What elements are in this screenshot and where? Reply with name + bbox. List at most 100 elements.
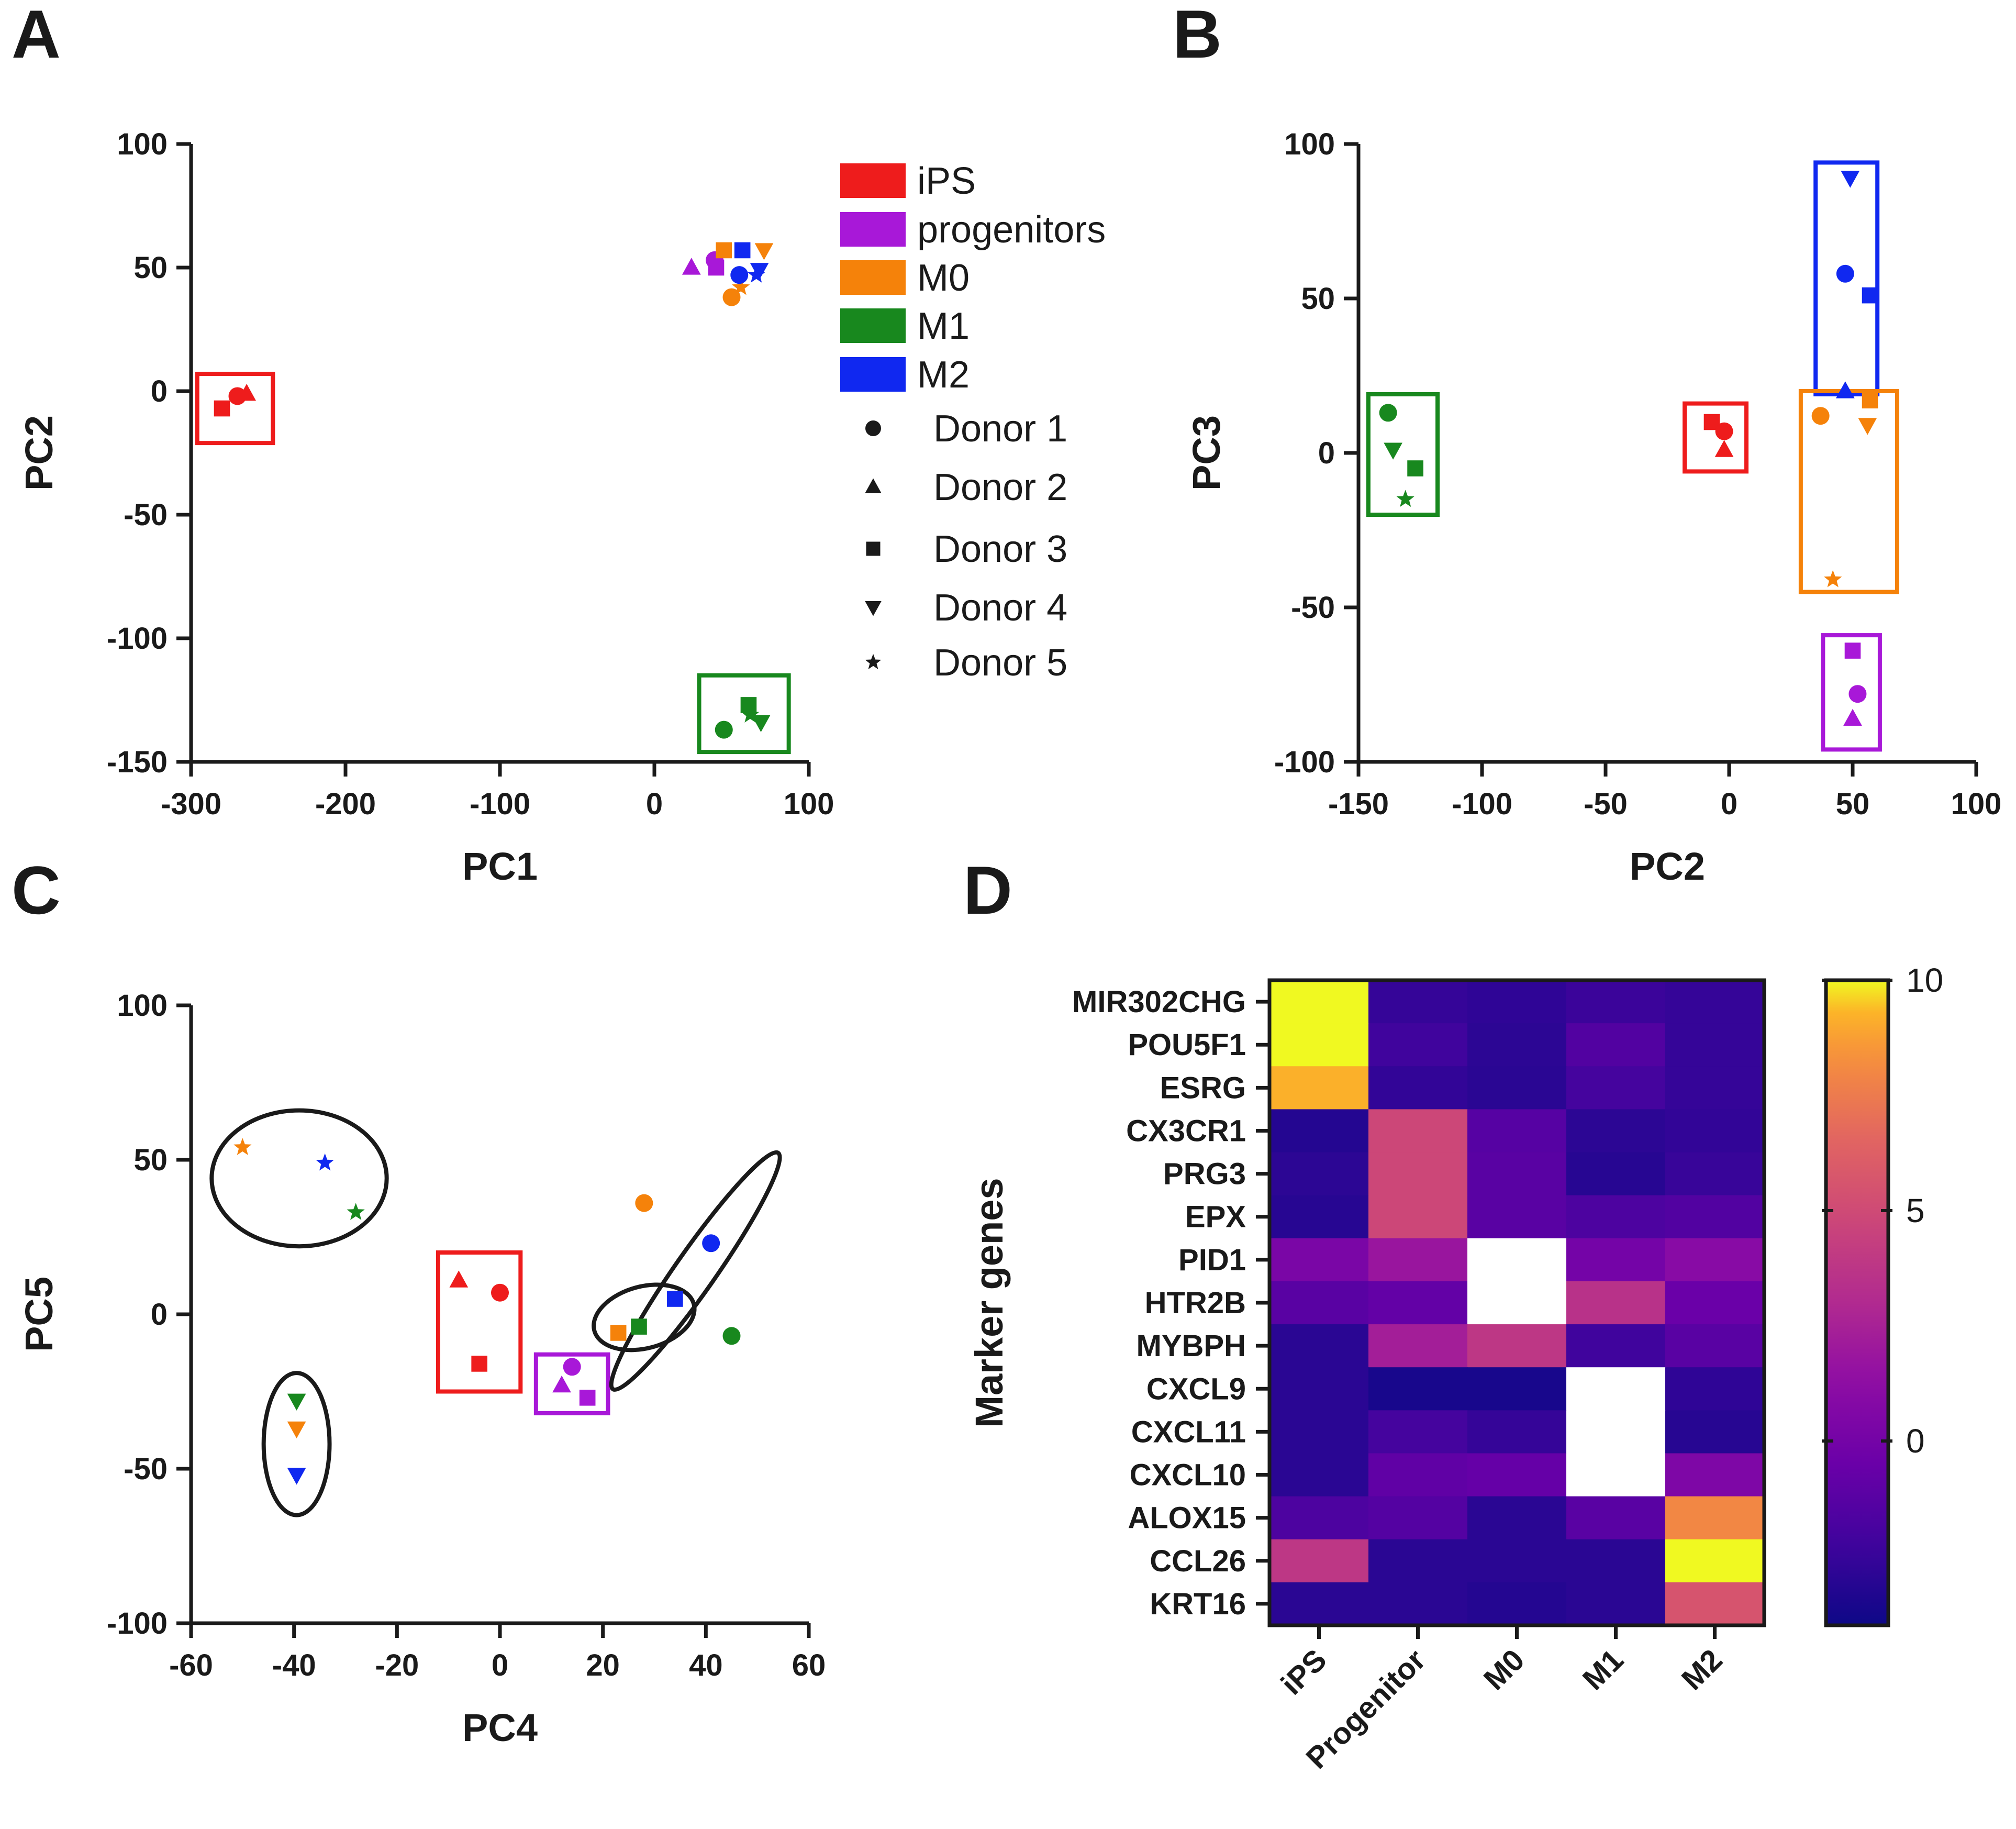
heatmap-cell (1269, 1023, 1369, 1067)
data-point-m0-square (1862, 392, 1878, 408)
data-point-ips-triangle (237, 384, 257, 401)
heatmap-cell (1665, 1281, 1765, 1325)
heatmap-cell (1566, 1066, 1666, 1110)
legend-label-donor: Donor 1 (933, 408, 1067, 450)
heatmap-cell (1566, 1324, 1666, 1368)
row-label-pid1: PID1 (1178, 1243, 1246, 1277)
data-point-m1-circle (1379, 404, 1397, 422)
heatmap-cell (1269, 1281, 1369, 1325)
heatmap-cell (1665, 1152, 1765, 1196)
row-label-cx3cr1: CX3CR1 (1126, 1114, 1246, 1148)
y-tick-label-b: 0 (1318, 436, 1335, 470)
heatmap-cell (1665, 1453, 1765, 1497)
legend-marker-triangle (865, 478, 882, 493)
data-point-ips-triangle (1714, 440, 1734, 457)
data-point-m0-star (732, 278, 750, 295)
heatmap-cell (1665, 1582, 1765, 1626)
heatmap-cell (1368, 980, 1468, 1024)
heatmap-cell (1566, 1582, 1666, 1626)
legend: iPS progenitors M0 M1 M2 Donor 1 Donor 2 Donor … (840, 160, 1106, 684)
x-tick-label-c: -20 (375, 1648, 419, 1682)
data-point-m1-circle (715, 720, 733, 739)
heatmap-cell (1368, 1367, 1468, 1411)
x-tick-label-b: 50 (1836, 787, 1870, 821)
x-tick-label-b: -50 (1584, 787, 1628, 821)
group-box-m1 (1366, 392, 1440, 517)
data-point-m1-triangle-down (751, 715, 771, 733)
data-point-m0-star (1824, 570, 1842, 588)
y-tick-label-c: -100 (107, 1606, 168, 1640)
data-point-m0-square (610, 1325, 627, 1341)
legend-swatch-ips (840, 163, 906, 198)
legend-swatch-progenitors (840, 212, 906, 247)
heatmap-cell (1665, 1066, 1765, 1110)
legend-label-ips: iPS (917, 160, 976, 202)
row-label-mybph: MYBPH (1137, 1329, 1246, 1363)
data-point-m0-triangle-down (1858, 418, 1877, 435)
data-point-progenitors-triangle (1843, 708, 1862, 726)
heatmap-cell (1368, 1066, 1468, 1110)
legend-marker-triangle-down (865, 601, 882, 616)
legend-label-donor: Donor 2 (933, 467, 1067, 508)
group-box-progenitors (533, 1352, 610, 1415)
heatmap-cell (1269, 1066, 1369, 1110)
data-point-m1-star (741, 705, 760, 723)
heatmap-cell (1467, 1582, 1567, 1626)
row-label-alox15: ALOX15 (1128, 1501, 1246, 1535)
legend-marker-square (866, 541, 881, 556)
cluster-ellipse (592, 1282, 697, 1353)
row-label-esrg: ESRG (1160, 1071, 1246, 1105)
row-label-cxcl9: CXCL9 (1146, 1372, 1246, 1406)
heatmap-cell (1665, 1496, 1765, 1540)
y-tick-label-a: 0 (151, 374, 168, 408)
col-label-m1: M1 (1576, 1643, 1630, 1697)
data-point-m2-triangle-down (750, 263, 769, 280)
panel-label-d: D (963, 852, 1012, 928)
scatter-plot-c: -60 -40 -20 0 20 40 60 -100 -50 0 50 100 PC4 PC5 (17, 989, 826, 1749)
heatmap-cell (1665, 1023, 1765, 1067)
row-label-htr2b: HTR2B (1145, 1286, 1246, 1320)
legend-label-donor: Donor 5 (933, 642, 1067, 684)
data-point-m0-star (233, 1138, 252, 1155)
data-point-m2-circle (730, 266, 749, 284)
x-tick-label-b: 0 (1721, 787, 1737, 821)
x-tick-label-b: 100 (1951, 787, 2002, 821)
heatmap-cell (1566, 980, 1666, 1024)
data-point-progenitors-triangle (682, 258, 701, 275)
scatter-plot-a: -300 -200 -100 0 100 -150 -100 -50 0 50 100 PC1 PC2 (17, 127, 834, 888)
heatmap-cell (1368, 1324, 1468, 1368)
scatter-plot-b: -150 -100 -50 0 50 100 -100 -50 0 50 100 PC2 PC3 (1185, 127, 2001, 888)
group-box-progenitors (1821, 633, 1882, 752)
heatmap-cell (1467, 1453, 1567, 1497)
legend-marker-circle (865, 420, 881, 436)
data-point-ips-circle (1715, 422, 1733, 440)
heatmap-cell (1269, 1152, 1369, 1196)
x-tick-label-a: 0 (646, 787, 663, 821)
heatmap-cell (1467, 1281, 1567, 1325)
y-tick-label-a: 50 (133, 251, 168, 285)
x-axis-title-b: PC2 (1630, 845, 1705, 888)
y-tick-label-a: -150 (107, 745, 168, 779)
group-box-ips (436, 1250, 523, 1394)
row-label-cxcl11: CXCL11 (1131, 1415, 1246, 1449)
data-point-m1-square (1407, 460, 1423, 476)
data-point-progenitors-square (579, 1390, 596, 1406)
heatmap-cell (1368, 1453, 1468, 1497)
panel-label-c: C (12, 852, 61, 928)
x-tick-label-c: 40 (689, 1648, 723, 1682)
x-tick-label-c: 20 (586, 1648, 620, 1682)
y-tick-label-c: 50 (133, 1143, 168, 1177)
data-point-ips-triangle (449, 1270, 469, 1288)
heatmap-cell (1467, 1367, 1567, 1411)
heatmap-cell (1269, 1109, 1369, 1153)
row-label-cxcl10: CXCL10 (1130, 1458, 1246, 1492)
heatmap-cell (1368, 1539, 1468, 1583)
legend-label-progenitors: progenitors (917, 209, 1106, 251)
heatmap-cell (1665, 1410, 1765, 1454)
y-tick-label-b: -50 (1291, 591, 1335, 625)
panel-label-b: B (1173, 0, 1222, 72)
heatmap-cell (1368, 1582, 1468, 1626)
heatmap-cell (1566, 1238, 1666, 1282)
heatmap-cell (1665, 1539, 1765, 1583)
legend-label-m0: M0 (917, 257, 970, 299)
